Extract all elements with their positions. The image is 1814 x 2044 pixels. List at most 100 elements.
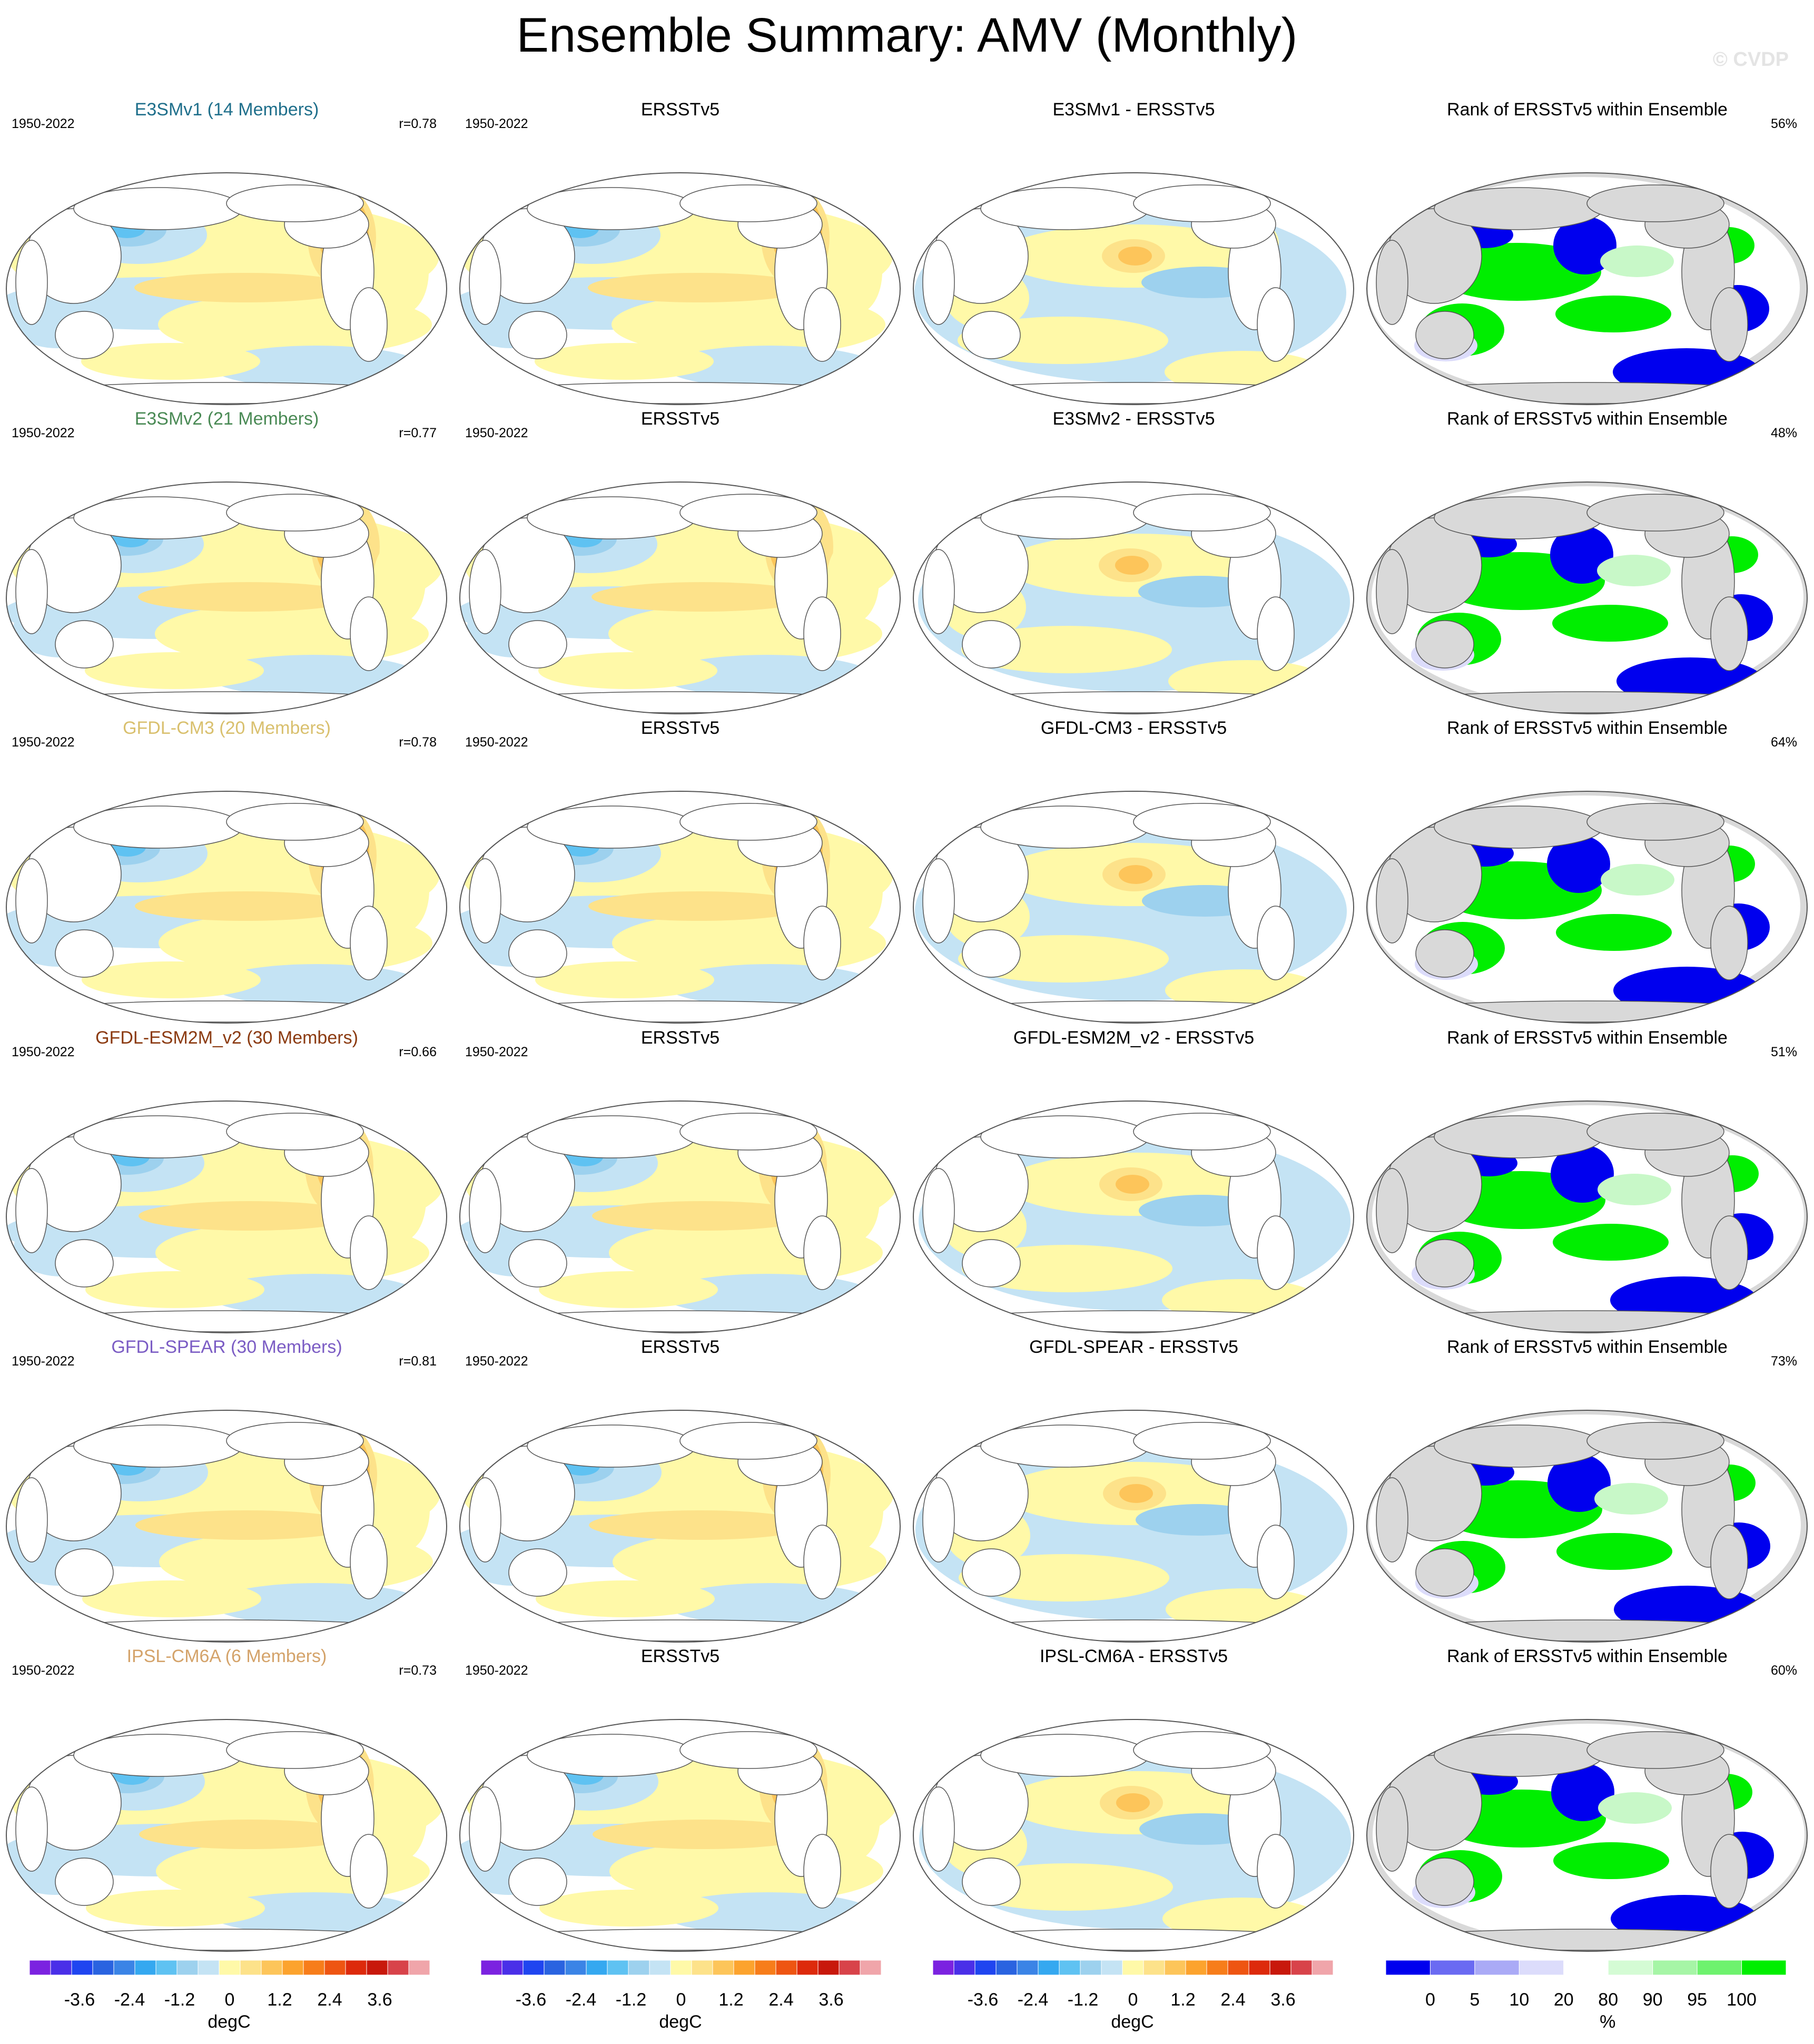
colorbar-tick-label: -1.2 — [164, 1990, 195, 2010]
colorbar-tick-label: -1.2 — [615, 1990, 647, 2010]
colorbar-tick-label: -2.4 — [1017, 1990, 1049, 2010]
colorbar-tick-label: 0 — [676, 1990, 686, 2010]
map-outline — [913, 1100, 1354, 1333]
panel-years: 1950-2022 — [12, 1354, 75, 1369]
map-outline — [1366, 172, 1808, 405]
land-mass — [490, 1310, 870, 1332]
rank-colorbar: 0 5 10 20 80 90 95 100% — [1385, 1960, 1814, 2044]
field-shading — [830, 848, 883, 932]
obs-map — [459, 791, 901, 1024]
map-outline — [913, 172, 1354, 405]
rank-panel: Rank of ERSSTv5 within Ensemble 51% — [1360, 1026, 1814, 1336]
field-shading — [86, 1890, 265, 1927]
land-mass — [679, 1422, 817, 1460]
pattern-correlation: r=0.77 — [399, 426, 437, 440]
land-mass — [350, 1525, 388, 1599]
map-outline — [459, 172, 901, 405]
field-shading — [85, 1271, 264, 1308]
panel-title: Rank of ERSSTv5 within Ensemble — [1447, 1337, 1728, 1357]
panel-title: IPSL-CM6A - ERSSTv5 — [1039, 1646, 1228, 1666]
colorbar-swatch — [544, 1960, 566, 1976]
colorbar-swatch — [1269, 1960, 1292, 1976]
colorbar-tick-label: -2.4 — [114, 1990, 145, 2010]
colorbar-unit: degC — [1111, 2012, 1154, 2032]
land-mass — [943, 1310, 1324, 1332]
colorbar-swatch — [817, 1960, 840, 1976]
colorbar-swatch — [1080, 1960, 1102, 1976]
field-shading — [591, 582, 813, 612]
model-map — [6, 791, 447, 1024]
land-mass — [962, 929, 1021, 978]
panel-title: GFDL-ESM2M_v2 - ERSSTv5 — [1013, 1028, 1255, 1048]
land-mass — [1586, 1113, 1724, 1151]
land-mass — [1376, 1786, 1408, 1872]
model-panel: GFDL-CM3 (20 Members) 1950-2022 r=0.78 — [0, 716, 454, 1026]
colorbar-swatch — [480, 1960, 502, 1976]
colorbar-swatch — [50, 1960, 72, 1976]
obs-panel: ERSSTv5 1950-2022 — [454, 407, 907, 717]
land-mass — [803, 1834, 841, 1909]
land-mass — [803, 906, 841, 980]
colorbar-swatch — [628, 1960, 650, 1976]
land-mass — [943, 1929, 1324, 1951]
colorbar-swatch — [1059, 1960, 1081, 1976]
land-mass — [508, 620, 567, 669]
field-shading — [826, 539, 879, 623]
colorbar-tick-label: 2.4 — [768, 1990, 794, 2010]
land-mass — [469, 549, 501, 634]
colorbar-swatch — [1312, 1960, 1334, 1976]
colorbar-swatch — [586, 1960, 608, 1976]
colorbar-tick-label: 0 — [1128, 1990, 1138, 2010]
panel-title: Rank of ERSSTv5 within Ensemble — [1447, 1646, 1728, 1666]
diff-panel: GFDL-SPEAR - ERSSTv5 — [907, 1335, 1360, 1645]
land-mass — [1257, 1525, 1295, 1599]
colorbar-swatch — [29, 1960, 51, 1976]
land-mass — [36, 1929, 417, 1951]
colorbar-tick-label: 1.2 — [1170, 1990, 1196, 2010]
colorbar-swatch — [1563, 1960, 1609, 1976]
field-shading — [830, 230, 882, 314]
watermark: © CVDP — [1712, 48, 1789, 71]
colorbar-swatch — [324, 1960, 346, 1976]
model-map — [6, 1100, 447, 1333]
map-outline — [913, 1410, 1354, 1643]
land-mass — [1257, 1834, 1295, 1909]
field-shading — [1594, 1483, 1668, 1515]
land-mass — [226, 494, 364, 532]
land-mass — [1376, 858, 1408, 944]
colorbar-swatch — [565, 1960, 587, 1976]
map-outline — [459, 791, 901, 1024]
land-mass — [469, 1477, 501, 1563]
rank-percent: 64% — [1770, 735, 1797, 750]
land-mass — [508, 1548, 567, 1597]
land-mass — [1586, 1422, 1724, 1460]
land-mass — [803, 287, 841, 362]
field-shading — [373, 539, 426, 623]
land-mass — [1376, 240, 1408, 325]
map-outline — [1366, 1719, 1808, 1952]
rank-percent: 51% — [1770, 1045, 1797, 1059]
land-mass — [1397, 1619, 1777, 1642]
colorbar-tick-label: -3.6 — [967, 1990, 999, 2010]
colorbar-tick-label: 3.6 — [367, 1990, 392, 2010]
field-shading — [539, 1271, 718, 1308]
colorbar-swatch — [1206, 1960, 1228, 1976]
model-map — [6, 172, 447, 405]
land-mass — [943, 691, 1324, 713]
land-mass — [55, 1239, 114, 1288]
field-shading — [831, 1467, 883, 1551]
field-shading — [373, 1158, 426, 1242]
land-mass — [962, 1858, 1021, 1906]
land-mass — [490, 691, 870, 713]
land-mass — [1133, 803, 1271, 841]
map-outline — [459, 481, 901, 714]
sst-colorbar: -3.6 -2.4 -1.2 0 1.2 2.4 3.6 degC — [480, 1960, 912, 2044]
colorbar-swatch — [995, 1960, 1018, 1976]
field-shading — [82, 961, 261, 998]
diff-map — [913, 1410, 1354, 1643]
panel-years: 1950-2022 — [465, 1354, 528, 1369]
land-mass — [350, 287, 388, 362]
land-mass — [15, 1786, 48, 1872]
model-panel: GFDL-ESM2M_v2 (30 Members) 1950-2022 r=0.6… — [0, 1026, 454, 1336]
colorbar-swatch — [974, 1960, 997, 1976]
